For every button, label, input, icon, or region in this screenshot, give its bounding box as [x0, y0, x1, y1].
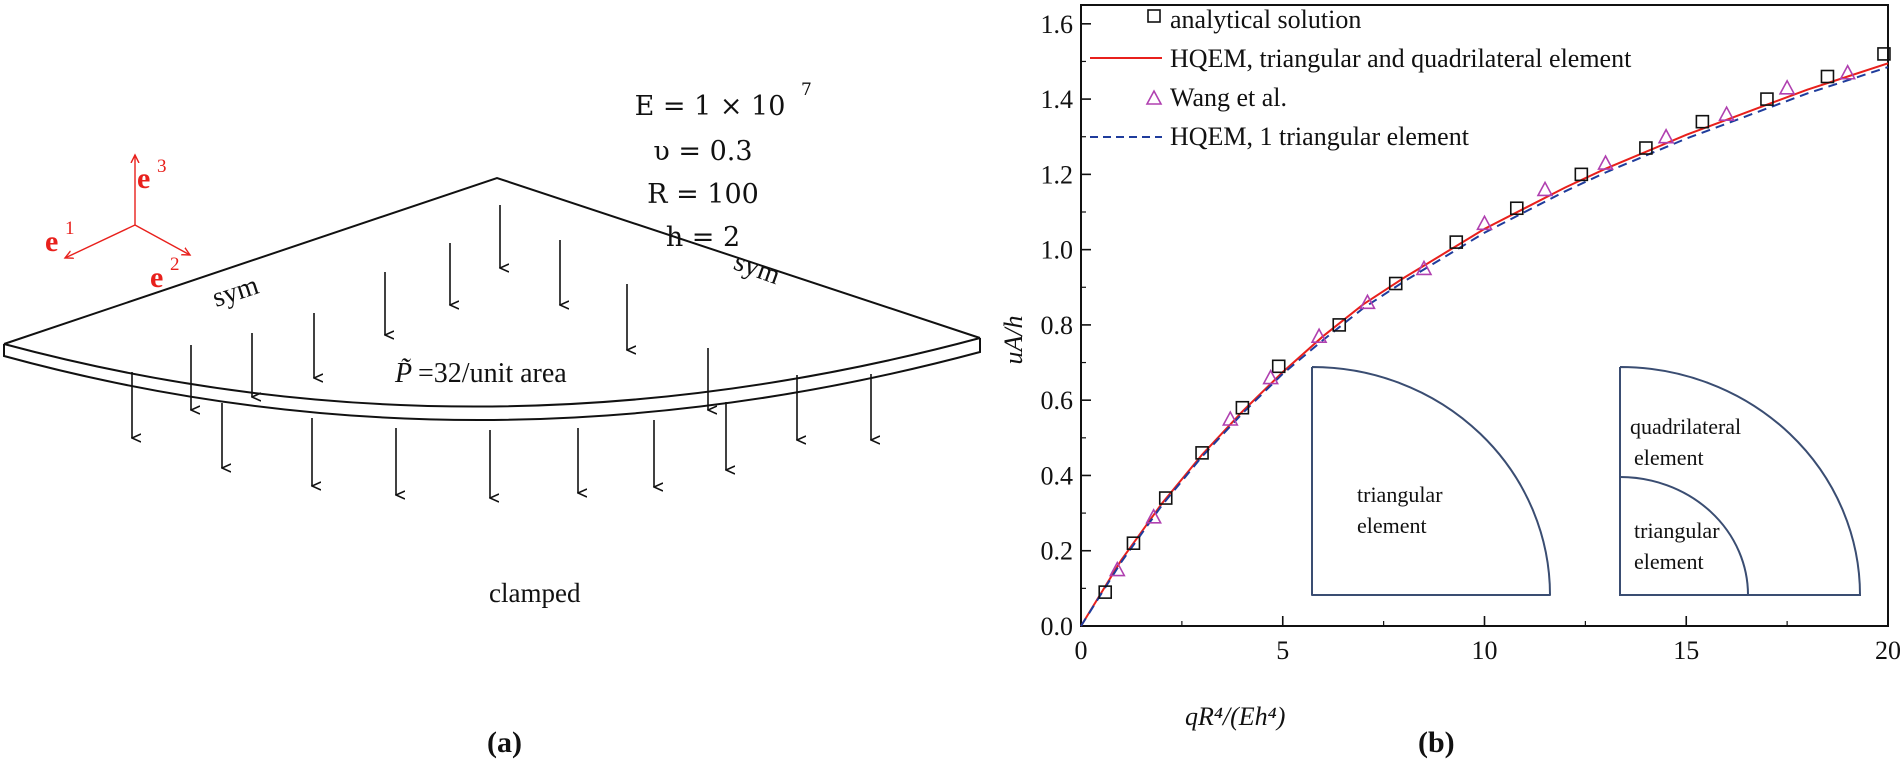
sym-left-label: sym: [209, 270, 263, 314]
inset-right-quad-label-2: element: [1634, 445, 1704, 470]
pressure-label: =32/unit area: [418, 358, 567, 389]
legend-triangle-marker: [1145, 89, 1163, 105]
x-tick-label: 5: [1276, 636, 1289, 665]
legend-square-marker: [1147, 9, 1161, 23]
x-tick-label: 10: [1472, 636, 1498, 665]
legend-analytical: analytical solution: [1170, 5, 1361, 34]
y-tick-label: 0.4: [1041, 461, 1074, 490]
y-tick-label: 0.2: [1041, 537, 1074, 566]
analytical-point: [1126, 536, 1141, 551]
panel-a: e 3 e 1 e 2 E = 1 × 10 7 υ = 0.3 R = 100…: [3, 80, 981, 759]
axis-e2-label: e: [150, 261, 163, 294]
param-nu: υ = 0.3: [653, 136, 752, 167]
axis-ticks: [1080, 23, 1889, 627]
wang-point: [1657, 128, 1675, 144]
wang-point: [1778, 79, 1796, 95]
legend-hqem-tri: HQEM, 1 triangular element: [1170, 122, 1470, 151]
param-h: h = 2: [666, 222, 740, 253]
svg-text:triangular element: triangular element: [1357, 482, 1448, 538]
analytical-point: [1820, 69, 1835, 84]
legend: analytical solution HQEM, triangular and…: [1090, 5, 1632, 151]
y-tick-label: 0.6: [1041, 386, 1074, 415]
inset-right-tri-label-2: element: [1634, 549, 1704, 574]
inset-right-tri-label-1: triangular: [1634, 518, 1720, 543]
inset-left-label-2: element: [1357, 513, 1427, 538]
panel-b: 0 5 10 15 20 0.0 0.2 0.4 0.6 0.8 1.0 1.2 1.4 1.6 qR⁴/…: [999, 4, 1900, 759]
wang-point: [1145, 508, 1162, 524]
wang-point: [1536, 180, 1554, 197]
y-tick-label: 1.4: [1041, 85, 1074, 114]
axis-e3-label: e: [137, 162, 150, 195]
wang-point: [1839, 64, 1856, 80]
x-tick-label: 20: [1875, 636, 1900, 665]
y-tick-label: 1.0: [1041, 236, 1074, 265]
wang-point: [1221, 410, 1239, 426]
sym-right-label: sym: [730, 246, 785, 291]
analytical-point: [1271, 359, 1286, 374]
wang-point: [1415, 259, 1433, 276]
svg-text:quadrilateral element: quadrilateral element triangular element: [1630, 414, 1747, 574]
clamped-label: clamped: [489, 578, 581, 608]
coordinate-axes: [65, 155, 190, 258]
x-axis-title: qR⁴/(Eh⁴): [1185, 702, 1285, 731]
inset-right: [1619, 366, 1862, 596]
param-r: R = 100: [647, 179, 759, 210]
pressure-symbol: P̃: [394, 358, 412, 389]
param-e-exponent: 7: [801, 80, 812, 100]
param-e: E = 1 × 10: [635, 91, 786, 122]
wang-point: [1718, 105, 1735, 121]
plate-sector: [3, 176, 981, 421]
analytical-point: [1235, 400, 1250, 415]
legend-wang: Wang et al.: [1170, 83, 1287, 112]
analytical-point: [1332, 318, 1347, 332]
inset-left-label-1: triangular: [1357, 482, 1443, 507]
y-tick-label: 1.2: [1041, 160, 1074, 189]
analytical-point: [1760, 92, 1774, 106]
load-arrows: [132, 205, 871, 498]
analytical-point: [1695, 114, 1710, 129]
analytical-point: [1509, 201, 1524, 216]
wang-point: [1262, 368, 1279, 385]
axis-tick-labels: 0 5 10 15 20 0.0 0.2 0.4 0.6 0.8 1.0 1.2 1.4 1.6: [1041, 10, 1900, 665]
wang-point: [1108, 560, 1126, 577]
y-axis-title: uA/h: [999, 315, 1028, 364]
wang-point: [1476, 214, 1493, 231]
x-tick-label: 0: [1075, 636, 1088, 665]
analytical-point: [1388, 276, 1403, 291]
analytical-point: [1877, 47, 1891, 61]
analytical-point: [1098, 585, 1113, 599]
axis-e2-index: 2: [170, 254, 180, 275]
y-tick-label: 0.0: [1041, 612, 1074, 641]
wang-point: [1359, 293, 1376, 310]
analytical-point: [1574, 167, 1589, 182]
series-layer: [1080, 47, 1891, 627]
inset-left: [1311, 366, 1551, 596]
analytical-point: [1195, 446, 1209, 460]
wang-point: [1597, 154, 1614, 170]
analytical-point: [1158, 491, 1173, 505]
caption-a: (a): [487, 726, 522, 759]
inset-right-quad-label-1: quadrilateral: [1630, 414, 1741, 439]
wang-point: [1310, 327, 1328, 343]
legend-hqem-tri-quad: HQEM, triangular and quadrilateral eleme…: [1170, 44, 1632, 73]
y-tick-label: 0.8: [1041, 311, 1074, 340]
axis-e3-index: 3: [157, 156, 167, 177]
analytical-point: [1449, 235, 1464, 249]
y-tick-label: 1.6: [1041, 10, 1074, 39]
series-line-hqem-tri: [1080, 66, 1889, 627]
axis-e1-index: 1: [65, 218, 75, 239]
caption-b: (b): [1418, 726, 1455, 759]
analytical-point: [1639, 141, 1653, 155]
axis-e1-label: e: [45, 225, 58, 258]
x-tick-label: 15: [1673, 636, 1699, 665]
